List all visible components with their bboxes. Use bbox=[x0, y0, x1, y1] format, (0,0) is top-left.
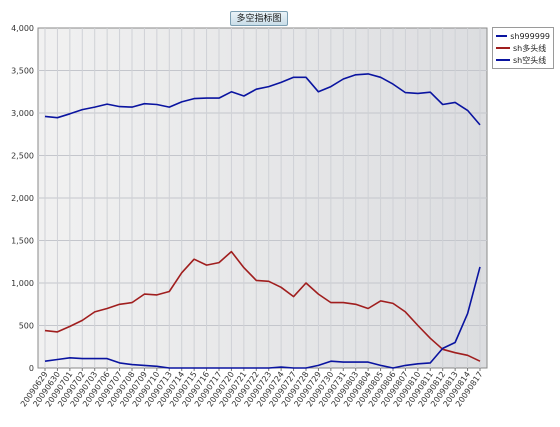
y-tick-label: 4,000 bbox=[11, 24, 34, 33]
series-line-1 bbox=[44, 250, 481, 362]
y-tick-label: 1,000 bbox=[11, 279, 34, 288]
series-line-2 bbox=[44, 266, 481, 369]
legend-label: sh多头线 bbox=[513, 43, 547, 53]
legend-item-short-line: sh空头线 bbox=[496, 54, 550, 66]
y-axis-ticks: 0 500 1,000 1,500 2,000 2,500 3,000 3,500 4,000 bbox=[11, 24, 34, 373]
legend-item-sh999999: sh999999 bbox=[496, 30, 550, 42]
gridlines bbox=[38, 28, 487, 368]
chart-title: 多空指标图 bbox=[230, 11, 288, 26]
x-axis-ticks: 2009062920090630200907012009070220090703… bbox=[19, 368, 485, 409]
legend-label: sh空头线 bbox=[513, 55, 547, 65]
series-line-0 bbox=[44, 73, 481, 126]
legend: sh999999 sh多头线 sh空头线 bbox=[492, 27, 554, 69]
y-tick-label: 2,500 bbox=[11, 152, 34, 161]
legend-swatch bbox=[496, 59, 510, 61]
y-tick-label: 3,000 bbox=[11, 109, 34, 118]
legend-item-long-line: sh多头线 bbox=[496, 42, 550, 54]
legend-label: sh999999 bbox=[510, 31, 550, 41]
y-tick-label: 2,000 bbox=[11, 194, 34, 203]
series-layer bbox=[44, 73, 481, 369]
legend-swatch bbox=[496, 47, 510, 49]
y-tick-label: 500 bbox=[19, 322, 34, 331]
y-tick-label: 1,500 bbox=[11, 237, 34, 246]
y-tick-label: 3,500 bbox=[11, 67, 34, 76]
y-tick-label: 0 bbox=[29, 364, 34, 373]
legend-swatch bbox=[496, 35, 508, 37]
